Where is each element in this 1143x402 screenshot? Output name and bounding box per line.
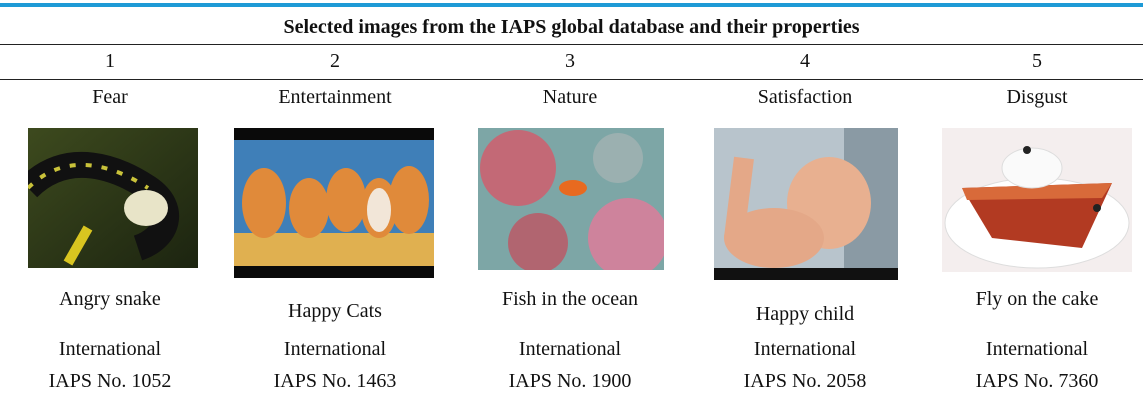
iaps-number: IAPS No. 1052 [48, 370, 172, 392]
rule [0, 79, 1143, 80]
caption: Happy child [755, 303, 855, 325]
category: Disgust [1006, 86, 1068, 108]
column-number: 3 [565, 50, 575, 72]
iaps-number: IAPS No. 1463 [273, 370, 397, 392]
rule [0, 44, 1143, 45]
category: Fear [92, 86, 128, 108]
iaps-number: IAPS No. 1900 [508, 370, 632, 392]
caption: Fly on the cake [975, 288, 1099, 310]
origin: International [985, 338, 1089, 360]
cake-image [942, 128, 1132, 272]
origin: International [518, 338, 622, 360]
snake-image [28, 128, 198, 268]
table-title: Selected images from the IAPS global dat… [283, 16, 860, 38]
caption: Happy Cats [288, 300, 382, 322]
column-number: 5 [1032, 50, 1042, 72]
origin: International [753, 338, 857, 360]
column-number: 4 [800, 50, 810, 72]
category: Satisfaction [757, 86, 853, 108]
cats-image [234, 128, 434, 278]
ocean-image [478, 128, 664, 270]
child-image [714, 128, 898, 280]
iaps-number: IAPS No. 7360 [975, 370, 1099, 392]
caption: Angry snake [59, 288, 161, 310]
column-number: 2 [330, 50, 340, 72]
origin: International [283, 338, 387, 360]
origin: International [58, 338, 162, 360]
column-number: 1 [105, 50, 115, 72]
iaps-number: IAPS No. 2058 [743, 370, 867, 392]
category: Entertainment [278, 86, 392, 108]
category: Nature [542, 86, 598, 108]
top-border [0, 3, 1143, 7]
caption: Fish in the ocean [501, 288, 639, 310]
